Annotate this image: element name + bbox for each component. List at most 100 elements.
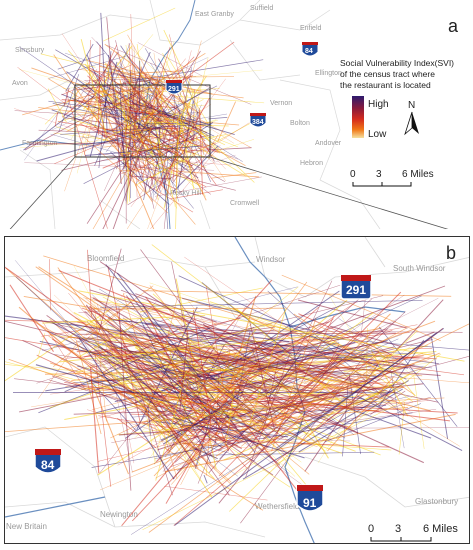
network-edge <box>153 118 197 123</box>
network-edge <box>142 79 159 178</box>
network-edge <box>120 87 126 201</box>
network-edge <box>126 82 217 130</box>
interstate-291-shield: 291 <box>340 274 372 300</box>
zoom-connector-left <box>9 156 76 229</box>
network-edge <box>98 415 200 433</box>
network-edge <box>19 341 384 413</box>
network-edge <box>153 345 296 477</box>
restaurant-connection-network <box>5 244 469 535</box>
network-edge <box>151 244 250 320</box>
network-edge <box>89 320 213 498</box>
network-edge <box>78 69 181 80</box>
network-edge <box>209 301 362 353</box>
network-edge <box>142 290 452 297</box>
network-edge <box>343 367 401 372</box>
network-edge <box>398 401 406 455</box>
network-edge <box>41 329 85 337</box>
network-edge <box>180 406 409 428</box>
network-edge <box>49 259 51 311</box>
place-label: Suffield <box>250 5 273 12</box>
network-edge <box>267 290 405 417</box>
svg-text:91: 91 <box>303 496 317 510</box>
network-edge <box>150 145 221 229</box>
network-edge <box>405 331 435 344</box>
network-edge <box>121 134 227 155</box>
network-edge <box>23 95 95 151</box>
network-edge <box>172 145 219 193</box>
network-edge <box>52 102 175 133</box>
network-edge <box>168 362 288 413</box>
network-edge <box>254 323 413 367</box>
network-edge <box>142 395 416 530</box>
network-edge <box>83 325 315 495</box>
place-label: Andover <box>315 140 342 147</box>
network-edge <box>80 123 207 188</box>
overview-map-panel: East Granby Suffield Enfield Ellington V… <box>0 0 473 229</box>
network-edge <box>203 474 208 484</box>
network-edge <box>145 296 307 503</box>
network-edge <box>162 335 286 472</box>
network-edge <box>140 68 202 152</box>
place-label: Vernon <box>270 100 292 107</box>
network-edge <box>91 393 149 411</box>
network-edge <box>81 307 313 390</box>
network-edge <box>5 315 408 369</box>
network-edge <box>120 350 190 391</box>
network-edge <box>130 41 175 178</box>
network-edge <box>95 357 215 480</box>
place-label: Bolton <box>290 120 310 127</box>
network-edge <box>146 128 167 161</box>
network-edge <box>327 376 394 452</box>
network-edge <box>91 412 413 468</box>
network-edge <box>59 336 305 363</box>
network-edge <box>211 397 445 410</box>
network-edge <box>48 55 128 79</box>
network-edge <box>227 319 288 361</box>
network-edge <box>61 64 133 96</box>
network-edge <box>23 295 102 310</box>
network-edge <box>24 162 215 171</box>
network-edge <box>102 106 164 142</box>
network-edge <box>132 159 170 193</box>
network-edge <box>139 86 156 125</box>
network-edge <box>153 363 272 465</box>
network-edge <box>88 39 91 112</box>
network-edge <box>85 145 202 156</box>
restaurant-connection-network <box>13 7 266 229</box>
network-edge <box>223 389 387 461</box>
network-edge <box>108 85 190 105</box>
network-edge <box>202 451 375 456</box>
network-edge <box>234 380 340 412</box>
network-edge <box>149 173 162 198</box>
network-edge <box>147 370 273 407</box>
network-edge <box>139 124 206 143</box>
network-edge <box>299 333 383 410</box>
panel-a-letter: a <box>448 16 459 36</box>
network-edge <box>8 358 148 410</box>
network-edge <box>293 313 415 396</box>
network-edge <box>78 290 465 362</box>
network-edge <box>303 327 407 384</box>
network-edge <box>154 104 202 195</box>
network-edge <box>195 124 207 134</box>
network-edge <box>191 447 218 460</box>
network-edge <box>250 346 465 376</box>
network-edge <box>254 356 391 358</box>
network-edge <box>178 115 195 190</box>
network-edge <box>163 88 210 116</box>
interstate-91-shield: 91 <box>296 484 324 512</box>
network-edge <box>163 29 193 92</box>
network-edge <box>90 381 137 431</box>
network-edge <box>155 353 382 479</box>
network-edge <box>139 318 212 464</box>
svg-text:0: 0 <box>350 169 356 180</box>
network-edge <box>205 285 224 388</box>
network-edge <box>196 127 221 154</box>
place-label: Rocky Hill <box>170 190 202 197</box>
network-edge <box>231 392 450 422</box>
svg-text:3: 3 <box>376 169 382 180</box>
network-edge <box>216 298 439 411</box>
network-edge <box>64 52 155 85</box>
zoomed-map-canvas: Bloomfield Windsor South Windsor New Bri… <box>5 237 469 543</box>
network-edge <box>155 359 430 435</box>
